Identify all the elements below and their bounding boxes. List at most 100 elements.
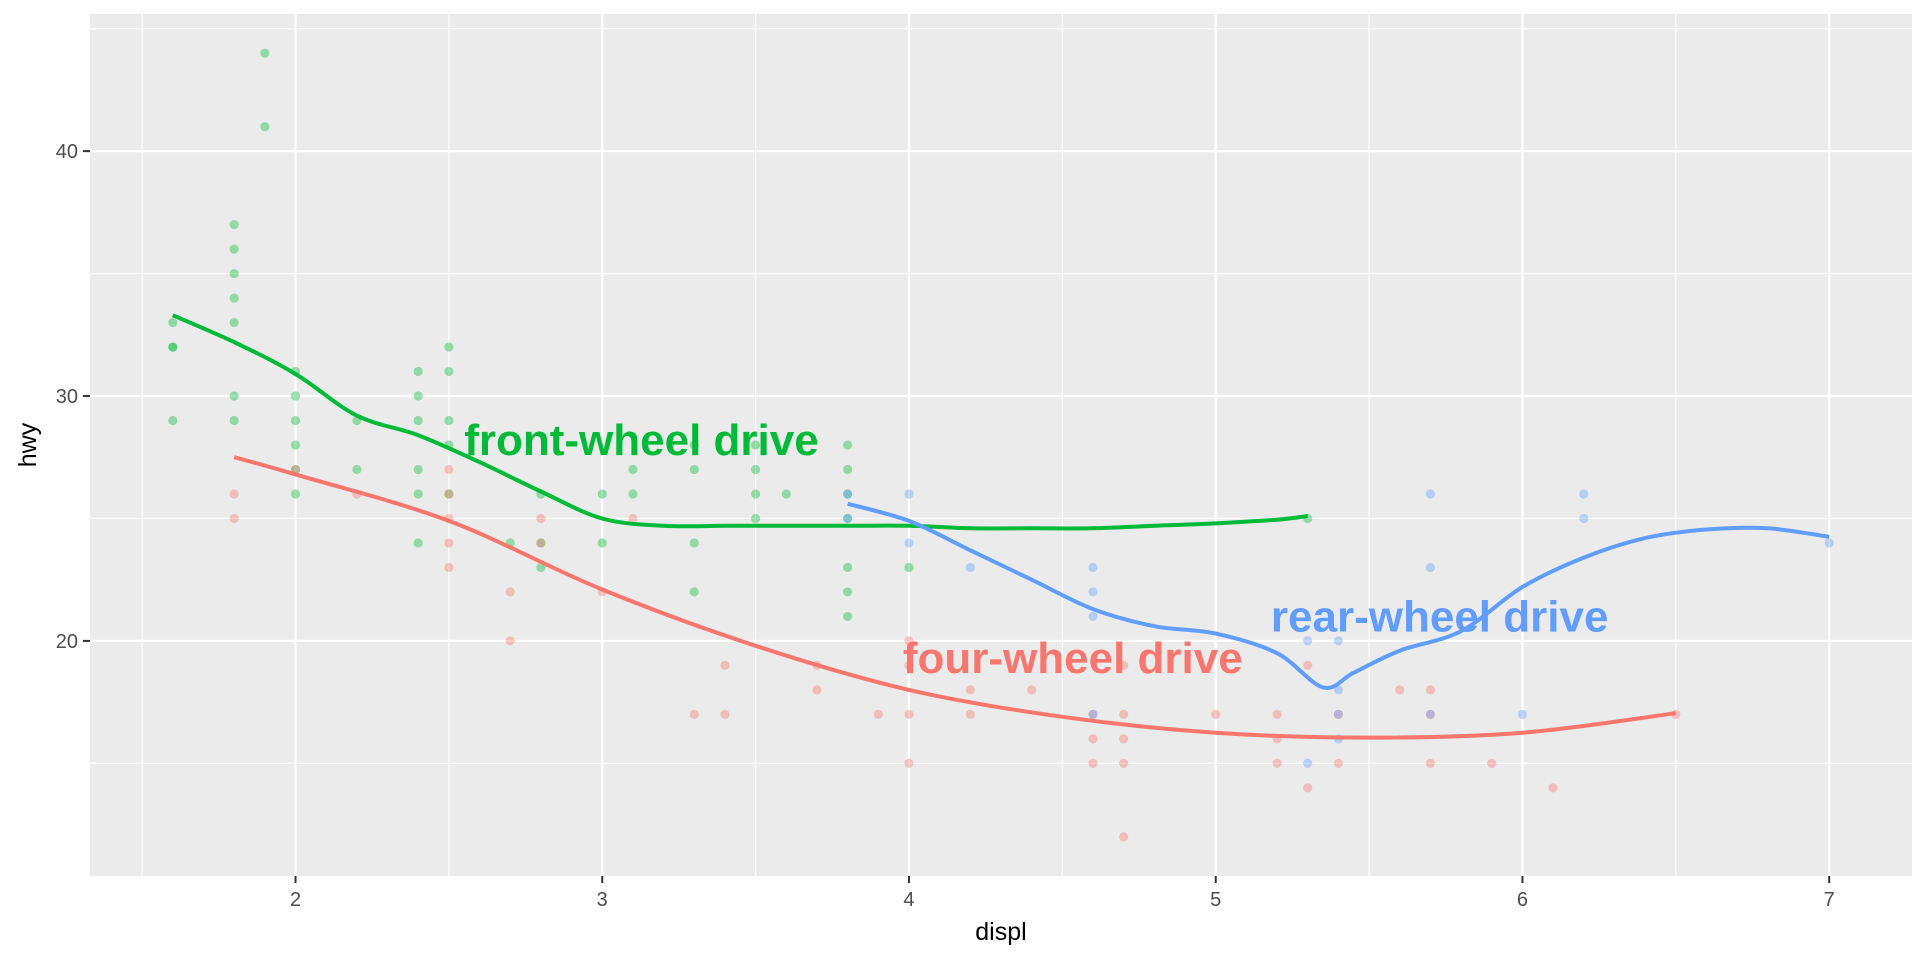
data-point-r — [1425, 489, 1436, 499]
data-point-4 — [689, 709, 699, 719]
data-point-f — [843, 464, 853, 475]
data-point-4 — [1119, 832, 1129, 842]
data-point-f — [689, 440, 699, 450]
data-point-r — [904, 538, 914, 548]
data-point-r — [904, 489, 914, 499]
data-point-r — [1824, 538, 1834, 548]
data-point-f — [229, 415, 239, 426]
data-point-4 — [444, 538, 454, 548]
data-point-4 — [1088, 758, 1098, 768]
smooth-line-4 — [233, 455, 1677, 740]
data-point-f — [444, 415, 454, 426]
plot-panel — [90, 14, 1912, 876]
data-point-r — [1425, 562, 1436, 573]
data-point-f — [843, 440, 853, 450]
data-point-4 — [1333, 709, 1344, 719]
data-point-f — [413, 538, 423, 548]
data-point-4 — [536, 538, 546, 548]
smooth-line-f — [171, 313, 1308, 531]
x-tick-label: 4 — [903, 889, 914, 911]
data-point-r — [843, 513, 853, 524]
annotation-label: front-wheel drive — [464, 416, 818, 465]
data-point-4 — [904, 758, 914, 768]
data-point-f — [413, 464, 423, 475]
data-point-f — [290, 489, 301, 499]
data-point-f — [781, 489, 791, 499]
data-point-f — [843, 587, 853, 597]
data-point-4 — [904, 636, 914, 646]
data-point-r — [1088, 709, 1098, 719]
data-point-r — [1579, 513, 1589, 524]
y-axis-title: hwy — [14, 422, 42, 467]
data-point-r — [1579, 489, 1589, 499]
data-point-f — [229, 391, 239, 401]
data-point-4 — [1119, 709, 1129, 719]
data-point-f — [413, 366, 423, 377]
data-point-f — [843, 562, 853, 573]
data-point-4 — [904, 709, 914, 719]
annotation-label: rear-wheel drive — [1271, 592, 1609, 641]
data-point-4 — [444, 489, 454, 499]
data-point-4 — [873, 709, 883, 719]
data-point-f — [751, 464, 761, 475]
data-point-4 — [1119, 734, 1129, 744]
data-point-f — [597, 489, 607, 499]
data-point-4 — [965, 709, 975, 719]
data-point-4 — [505, 587, 515, 597]
data-point-4 — [812, 685, 822, 695]
data-point-f — [229, 317, 239, 328]
data-point-4 — [904, 660, 914, 670]
annotation-label: four-wheel drive — [903, 634, 1243, 683]
data-point-f — [168, 317, 178, 328]
data-point-f — [444, 489, 454, 499]
data-point-r — [1303, 636, 1313, 646]
data-point-f — [628, 489, 638, 499]
data-point-4 — [1333, 758, 1344, 768]
annotations: front-wheel drive rear-wheel drive four-wh… — [464, 416, 1608, 683]
data-point-f — [689, 538, 699, 548]
data-point-f — [168, 342, 178, 352]
data-point-4 — [1272, 758, 1282, 768]
data-point-4 — [444, 562, 454, 573]
y-tick-label: 30 — [56, 386, 78, 408]
data-point-4 — [720, 660, 730, 670]
data-point-f — [290, 415, 301, 426]
smooth-lines — [171, 313, 1830, 740]
y-tick-label: 40 — [56, 141, 78, 163]
axes: 2 3 4 5 6 7 20 30 40 — [56, 141, 1835, 911]
y-tick-label: 20 — [56, 631, 78, 653]
data-point-f — [628, 464, 638, 475]
data-point-4 — [444, 464, 454, 475]
data-point-r — [1303, 758, 1313, 768]
data-point-f — [413, 489, 423, 499]
data-point-4 — [1487, 758, 1497, 768]
data-point-r — [1517, 709, 1528, 719]
data-point-r — [1088, 587, 1098, 597]
data-point-4 — [1272, 709, 1282, 719]
data-point-f — [444, 366, 454, 377]
data-point-f — [260, 48, 270, 58]
smooth-line-r — [847, 501, 1830, 690]
x-tick-label: 2 — [290, 889, 301, 911]
data-point-4 — [1119, 758, 1129, 768]
minor-grid — [90, 14, 1912, 876]
x-tick-label: 7 — [1824, 889, 1835, 911]
data-point-f — [751, 489, 761, 499]
data-point-4 — [1425, 685, 1436, 695]
data-point-f — [229, 268, 239, 279]
data-point-4 — [1303, 660, 1313, 670]
data-point-4 — [1425, 758, 1436, 768]
x-axis-title: displ — [975, 918, 1026, 946]
data-point-f — [444, 342, 454, 352]
data-point-4 — [628, 513, 638, 524]
data-point-4 — [1088, 734, 1098, 744]
data-point-r — [1333, 685, 1344, 695]
data-point-4 — [1395, 685, 1405, 695]
data-point-4 — [1027, 685, 1037, 695]
x-tick-label: 6 — [1517, 889, 1528, 911]
data-point-f — [689, 464, 699, 475]
data-point-f — [751, 440, 761, 450]
data-point-f — [229, 293, 239, 303]
